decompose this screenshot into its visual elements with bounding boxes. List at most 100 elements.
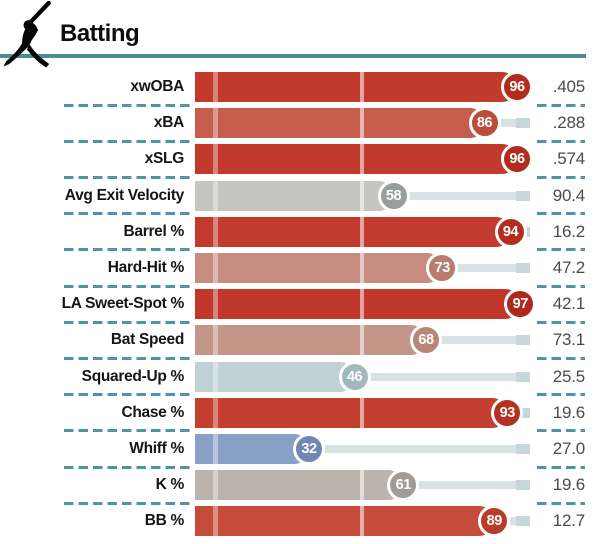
percentile-bar[interactable] xyxy=(195,506,495,537)
stat-value: 12.7 xyxy=(552,511,585,531)
stat-row: Barrel % 94 16.2 xyxy=(0,214,600,252)
bar-midpoint-gridline xyxy=(360,180,364,211)
percentile-badge[interactable]: 61 xyxy=(387,469,420,502)
bar-track xyxy=(195,444,530,453)
stat-label: Barrel % xyxy=(123,222,185,240)
percentile-chart: xwOBA 96 .405 xBA xyxy=(0,69,600,539)
row-separator-right xyxy=(537,320,585,324)
row-separator-left xyxy=(64,357,190,360)
percentile-bar-area: 58 xyxy=(195,179,530,212)
bar-track-endcap xyxy=(516,516,530,527)
percentile-bar-area: 86 xyxy=(195,107,530,140)
row-separator-right xyxy=(537,176,585,180)
percentile-bar[interactable] xyxy=(195,108,485,139)
bar-track-endcap xyxy=(516,118,530,129)
percentile-bar[interactable] xyxy=(195,325,426,356)
percentile-bar[interactable] xyxy=(195,72,517,103)
percentile-bar-area: 61 xyxy=(195,469,530,502)
percentile-bar[interactable] xyxy=(195,180,394,211)
percentile-bar[interactable] xyxy=(195,289,521,320)
row-separator-right xyxy=(537,393,585,397)
bar-start-gridline xyxy=(213,325,218,356)
percentile-badge[interactable]: 58 xyxy=(377,179,410,212)
percentile-bar[interactable] xyxy=(195,361,355,392)
bar-midpoint-gridline xyxy=(360,470,364,501)
percentile-badge[interactable]: 93 xyxy=(491,396,524,429)
stat-label: xwOBA xyxy=(130,78,184,96)
stat-value: 47.2 xyxy=(552,258,585,278)
stat-label: Bat Speed xyxy=(110,331,184,349)
percentile-bar-area: 97 xyxy=(195,288,537,321)
row-separator-left xyxy=(64,429,190,433)
percentile-bar[interactable] xyxy=(195,216,511,247)
bar-start-gridline xyxy=(213,216,218,247)
bar-start-gridline xyxy=(213,108,218,139)
row-separator-left xyxy=(64,320,190,324)
stat-row: K % 61 19.6 xyxy=(0,467,600,505)
row-separator-right xyxy=(537,357,585,360)
percentile-bar[interactable] xyxy=(195,470,404,501)
row-separator-left xyxy=(64,248,190,252)
header-rule xyxy=(0,54,586,58)
row-separator-right xyxy=(537,429,585,433)
stat-value: 73.1 xyxy=(552,330,585,350)
stat-label: xBA xyxy=(153,114,184,132)
bar-start-gridline xyxy=(213,180,218,211)
bar-midpoint-gridline xyxy=(360,325,364,356)
bar-track-endcap xyxy=(516,443,530,454)
percentile-badge[interactable]: 96 xyxy=(501,143,533,176)
stat-label: K % xyxy=(155,476,185,494)
row-separator-right xyxy=(537,284,585,288)
percentile-bar[interactable] xyxy=(195,144,517,175)
percentile-badge[interactable]: 32 xyxy=(293,432,325,465)
bar-midpoint-gridline xyxy=(360,289,364,320)
bar-midpoint-gridline xyxy=(360,72,364,103)
percentile-badge[interactable]: 86 xyxy=(468,107,501,140)
bar-start-gridline xyxy=(213,72,218,103)
bar-midpoint-gridline xyxy=(360,397,364,428)
percentile-badge[interactable]: 96 xyxy=(501,71,533,104)
percentile-bar-area: 73 xyxy=(195,252,530,285)
stat-label: BB % xyxy=(144,512,185,530)
percentile-bar-area: 32 xyxy=(195,432,530,465)
percentile-badge[interactable]: 94 xyxy=(494,215,527,248)
bar-midpoint-gridline xyxy=(360,506,364,537)
percentile-badge[interactable]: 46 xyxy=(338,360,371,393)
percentile-bar-area: 96 xyxy=(195,71,533,104)
row-separator-left xyxy=(64,501,190,505)
bar-track-endcap xyxy=(516,190,530,201)
stat-label: Chase % xyxy=(121,403,184,421)
percentile-bar-area: 94 xyxy=(195,215,530,248)
stat-row: xwOBA 96 .405 xyxy=(0,69,600,107)
row-separator-right xyxy=(537,501,585,505)
percentile-badge[interactable]: 89 xyxy=(478,505,511,538)
stat-label: LA Sweet-Spot % xyxy=(61,295,185,313)
row-separator-right xyxy=(537,212,585,216)
percentile-bar[interactable] xyxy=(195,433,309,464)
stat-label: Hard-Hit % xyxy=(107,259,185,277)
row-separator-left xyxy=(64,393,190,397)
percentile-bar-area: 68 xyxy=(195,324,530,357)
stat-row: LA Sweet-Spot % 97 42.1 xyxy=(0,286,600,324)
row-separator-left xyxy=(64,176,190,180)
percentile-bar[interactable] xyxy=(195,253,443,284)
stat-label: xSLG xyxy=(144,150,185,168)
percentile-badge[interactable]: 68 xyxy=(410,324,442,357)
percentile-bar-area: 93 xyxy=(195,396,530,429)
percentile-bar[interactable] xyxy=(195,397,508,428)
bar-track-endcap xyxy=(516,335,530,346)
bar-track-endcap xyxy=(516,371,530,382)
row-separator-left xyxy=(64,465,190,469)
stat-row: Bat Speed 68 73.1 xyxy=(0,322,600,360)
percentile-badge[interactable]: 73 xyxy=(426,252,459,285)
bar-midpoint-gridline xyxy=(360,144,364,175)
row-separator-left xyxy=(64,212,190,216)
percentile-badge[interactable]: 97 xyxy=(504,288,537,321)
percentile-bar-area: 89 xyxy=(195,505,530,538)
stat-value: 19.6 xyxy=(552,402,585,422)
stat-row: xSLG 96 .574 xyxy=(0,141,600,180)
bar-start-gridline xyxy=(213,361,218,392)
bar-midpoint-gridline xyxy=(360,108,364,139)
stat-row: Hard-Hit % 73 47.2 xyxy=(0,250,600,288)
